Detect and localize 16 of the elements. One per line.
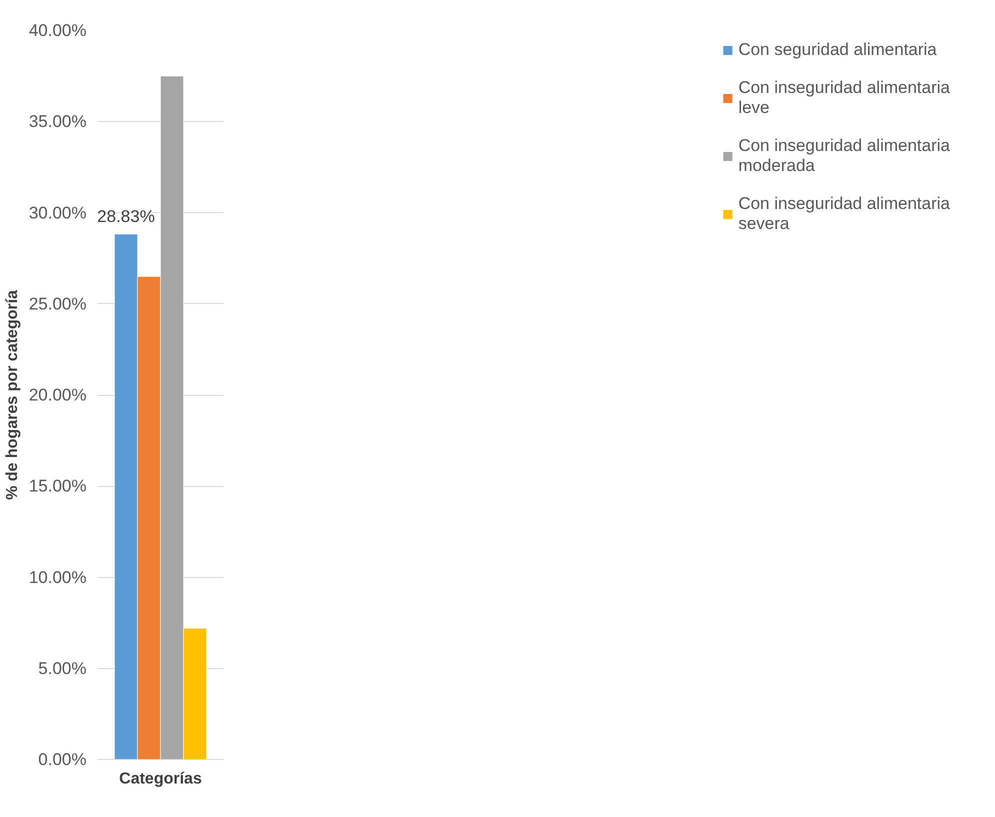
legend-label: Con inseguridad alimentaria moderada (738, 136, 950, 176)
y-tick-label: 30.00% (28, 203, 87, 222)
y-tick-label: 15.00% (28, 476, 87, 496)
x-axis-title: Categorías (119, 770, 202, 788)
y-tick-label: 10.00% (28, 568, 87, 587)
legend-label: Con seguridad alimentaria (738, 40, 937, 60)
legend-label: Con inseguridad alimentaria leve (738, 78, 950, 118)
data-label: 28.83% (97, 207, 155, 226)
y-tick-label: 20.00% (28, 386, 87, 404)
y-tick-label: 0.00% (38, 750, 86, 769)
y-tick-label: 5.00% (38, 658, 86, 678)
y-tick-label: 40.00% (28, 21, 87, 40)
y-tick-label: 25.00% (28, 294, 87, 314)
y-tick-label: 35.00% (28, 112, 87, 132)
legend-label: Con inseguridad alimentaria severa (738, 194, 950, 234)
y-axis-title: % de hogares por categoría (4, 290, 21, 500)
